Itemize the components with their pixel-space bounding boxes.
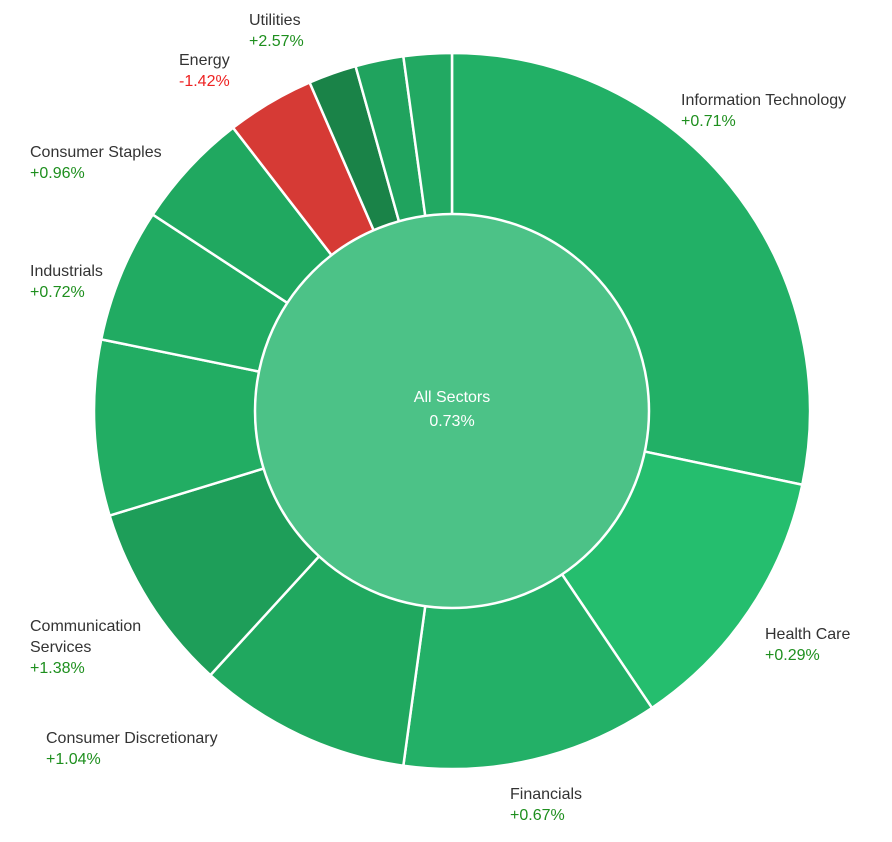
label-change: +1.04% — [46, 751, 101, 768]
label-change: +2.57% — [249, 33, 304, 50]
label-name: Consumer Staples — [30, 144, 162, 161]
label-name: Consumer Discretionary — [46, 730, 218, 747]
center-label: All Sectors 0.73% — [352, 386, 552, 434]
label-name: Information Technology — [681, 92, 847, 109]
label-change: +0.71% — [681, 113, 736, 130]
label-change: +1.38% — [30, 660, 85, 677]
label-name: Health Care — [765, 626, 851, 643]
label-change: +0.67% — [510, 807, 565, 824]
label-utilities: Utilities +2.57% — [249, 10, 304, 52]
label-change: +0.72% — [30, 284, 85, 301]
label-information-technology: Information Technology +0.71% — [681, 90, 846, 132]
label-communication-services: Communication Services +1.38% — [30, 616, 170, 679]
label-consumer-discretionary: Consumer Discretionary +1.04% — [46, 728, 218, 770]
label-financials: Financials +0.67% — [510, 784, 582, 826]
label-health-care: Health Care +0.29% — [765, 624, 850, 666]
label-consumer-staples: Consumer Staples +0.96% — [30, 142, 162, 184]
label-name: Utilities — [249, 12, 301, 29]
label-energy: Energy -1.42% — [179, 50, 230, 92]
label-name: Industrials — [30, 263, 103, 280]
label-name: Financials — [510, 786, 583, 803]
center-value: 0.73% — [429, 413, 475, 430]
label-name: Energy — [179, 52, 230, 69]
label-change: -1.42% — [179, 73, 230, 90]
center-circle[interactable] — [253, 212, 651, 610]
label-change: +0.96% — [30, 165, 85, 182]
center-title: All Sectors — [413, 389, 491, 406]
label-name: Communication Services — [30, 618, 142, 656]
label-industrials: Industrials +0.72% — [30, 261, 103, 303]
label-change: +0.29% — [765, 647, 820, 664]
